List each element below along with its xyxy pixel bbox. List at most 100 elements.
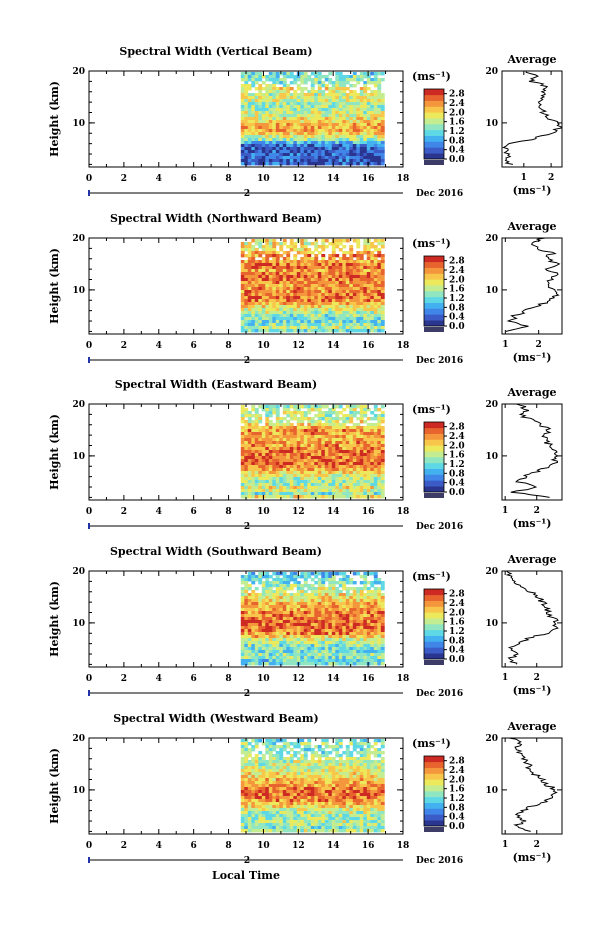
heatmap-cell [342, 605, 347, 609]
heatmap-cell [324, 638, 329, 642]
heatmap-cell [258, 572, 263, 576]
heatmap-cell [380, 147, 385, 151]
heatmap-cell [317, 299, 322, 303]
heatmap-cell [251, 153, 256, 157]
heatmap-cell [296, 87, 301, 91]
heatmap-cell [272, 641, 277, 645]
heatmap-cell [345, 414, 350, 418]
heatmap-cell [338, 147, 343, 151]
heatmap-cell [310, 626, 315, 630]
heatmap-cell [317, 596, 322, 600]
heatmap-cell [356, 432, 361, 436]
heatmap-cell [307, 78, 312, 82]
heatmap-cell [247, 611, 252, 615]
heatmap-cell [363, 302, 368, 306]
heatmap-cell [303, 326, 308, 330]
heatmap-cell [363, 90, 368, 94]
heatmap-cell [265, 293, 270, 297]
heatmap-cell [272, 596, 277, 600]
heatmap-cell [268, 629, 273, 633]
heatmap-cell [251, 438, 256, 442]
heatmap-cell [307, 305, 312, 309]
heatmap-cell [303, 156, 308, 160]
heatmap-cell [265, 647, 270, 651]
heatmap-cell [310, 587, 315, 591]
heatmap-cell [356, 426, 361, 430]
heatmap-cell [293, 162, 298, 166]
heatmap-cell [289, 314, 294, 318]
heatmap-cell [251, 281, 256, 285]
heatmap-cell [272, 293, 277, 297]
heatmap-cell [300, 72, 305, 76]
heatmap-cell [254, 269, 259, 273]
heatmap-cell [331, 287, 336, 291]
heatmap-cell [363, 471, 368, 475]
heatmap-cell [317, 284, 322, 288]
heatmap-cell [345, 78, 350, 82]
heatmap-cell [247, 305, 252, 309]
heatmap-cell [258, 650, 263, 654]
heatmap-cell [373, 578, 378, 582]
heatmap-cell [258, 84, 263, 88]
heatmap-cell [317, 441, 322, 445]
heatmap-cell [366, 105, 371, 109]
heatmap-cell [296, 248, 301, 252]
heatmap-cell [279, 254, 284, 258]
heatmap-cell [352, 159, 357, 163]
heatmap-cell [345, 429, 350, 433]
heatmap-cell [373, 129, 378, 133]
heatmap-cell [338, 257, 343, 261]
heatmap-cell [338, 242, 343, 246]
heatmap-cell [279, 123, 284, 127]
heatmap-cell [373, 114, 378, 118]
heatmap-cell [247, 84, 252, 88]
heatmap-cell [352, 456, 357, 460]
heatmap-cell [370, 429, 375, 433]
heatmap-cell [345, 102, 350, 106]
heatmap-cell [377, 471, 382, 475]
heatmap-cell [268, 575, 273, 579]
heatmap-cell [363, 492, 368, 496]
heatmap-cell [352, 638, 357, 642]
heatmap-cell [310, 263, 315, 267]
heatmap-cell [317, 474, 322, 478]
heatmap-cell [352, 435, 357, 439]
heatmap-cell [314, 638, 319, 642]
colorbar-tick-label: 2.0 [449, 275, 465, 285]
heatmap-cell [317, 444, 322, 448]
heatmap-cell [373, 93, 378, 97]
heatmap-cell [331, 326, 336, 330]
heatmap-cell [279, 242, 284, 246]
heatmap-cell [328, 465, 333, 469]
heatmap-cell [338, 459, 343, 463]
heatmap-cell [300, 150, 305, 154]
heatmap-cell [293, 290, 298, 294]
heatmap-cell [352, 483, 357, 487]
heatmap-cell [279, 138, 284, 142]
heatmap-cell [268, 426, 273, 430]
heatmap-cell [307, 605, 312, 609]
heatmap-cell [240, 293, 245, 297]
heatmap-cell [296, 620, 301, 624]
heatmap-cell [363, 290, 368, 294]
heatmap-cell [254, 75, 259, 79]
heatmap-cell [244, 290, 249, 294]
heatmap-cell [244, 159, 249, 163]
heatmap-cell [317, 447, 322, 451]
heatmap-cell [310, 296, 315, 300]
heatmap-cell [370, 468, 375, 472]
heatmap-cell [296, 78, 301, 82]
heatmap-cell [300, 405, 305, 409]
colorbar-tick-label: 2.4 [449, 99, 465, 109]
heatmap-cell [328, 572, 333, 576]
heatmap-cell [321, 263, 326, 267]
heatmap-cell [373, 272, 378, 276]
heatmap-cell [279, 593, 284, 597]
colorbar-segment [424, 273, 444, 280]
heatmap-cell [331, 314, 336, 318]
heatmap-cell [251, 269, 256, 273]
heatmap-cell [363, 102, 368, 106]
heatmap-cell [363, 108, 368, 112]
colorbar-segment [424, 302, 444, 309]
heatmap-cell [251, 480, 256, 484]
